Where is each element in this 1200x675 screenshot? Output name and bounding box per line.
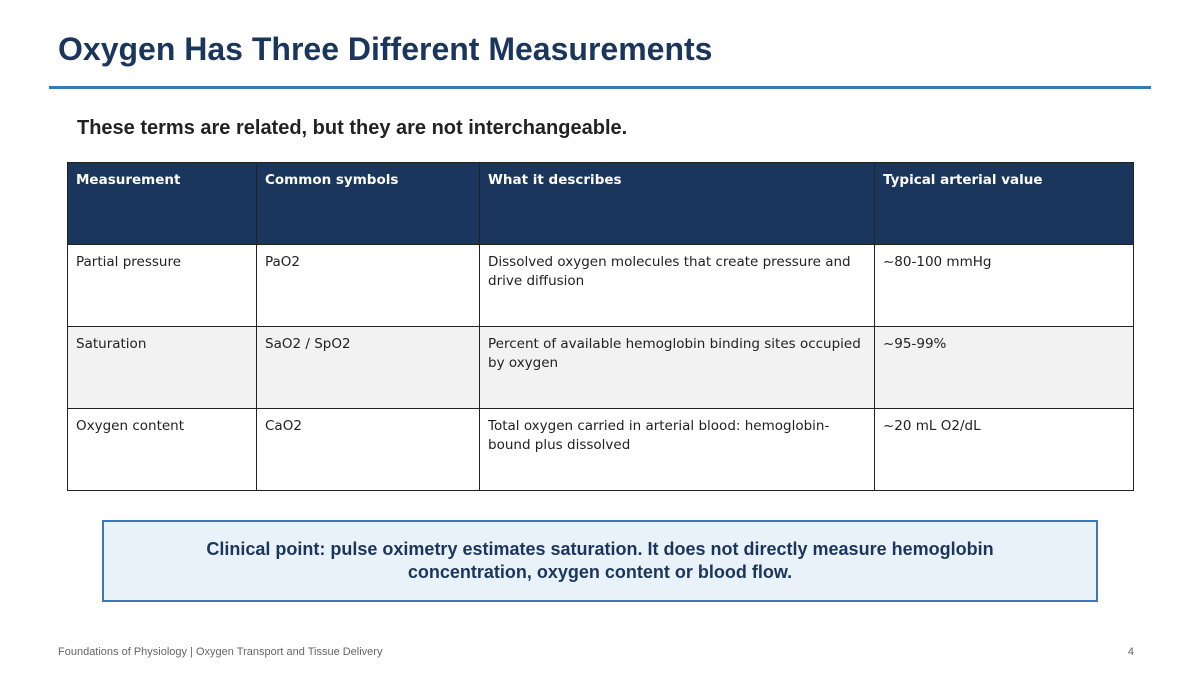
cell-symbols: SaO2 / SpO2 — [256, 326, 480, 409]
cell-typical-value: ~95-99% — [874, 326, 1134, 409]
cell-description: Total oxygen carried in arterial blood: … — [479, 408, 875, 491]
title-divider — [49, 86, 1151, 89]
cell-symbols: CaO2 — [256, 408, 480, 491]
cell-typical-value: ~20 mL O2/dL — [874, 408, 1134, 491]
header-typical-arterial-value: Typical arterial value — [874, 162, 1134, 245]
cell-measurement: Saturation — [67, 326, 257, 409]
callout-text: Clinical point: pulse oximetry estimates… — [206, 539, 994, 582]
footer-text: Foundations of Physiology | Oxygen Trans… — [58, 646, 383, 658]
table-row: Partial pressure PaO2 Dissolved oxygen m… — [67, 244, 1134, 327]
cell-description: Dissolved oxygen molecules that create p… — [479, 244, 875, 327]
cell-measurement: Partial pressure — [67, 244, 257, 327]
slide-subtitle: These terms are related, but they are no… — [77, 117, 628, 139]
page-number: 4 — [1127, 646, 1134, 658]
header-common-symbols: Common symbols — [256, 162, 480, 245]
cell-description: Percent of available hemoglobin binding … — [479, 326, 875, 409]
header-measurement: Measurement — [67, 162, 257, 245]
table-row: Saturation SaO2 / SpO2 Percent of availa… — [67, 326, 1134, 409]
header-what-it-describes: What it describes — [479, 162, 875, 245]
measurements-table: Measurement Common symbols What it descr… — [67, 162, 1134, 491]
clinical-point-callout: Clinical point: pulse oximetry estimates… — [102, 520, 1098, 602]
table-header-row: Measurement Common symbols What it descr… — [67, 162, 1134, 245]
table-row: Oxygen content CaO2 Total oxygen carried… — [67, 408, 1134, 491]
cell-measurement: Oxygen content — [67, 408, 257, 491]
cell-typical-value: ~80-100 mmHg — [874, 244, 1134, 327]
slide-title: Oxygen Has Three Different Measurements — [58, 31, 713, 67]
cell-symbols: PaO2 — [256, 244, 480, 327]
